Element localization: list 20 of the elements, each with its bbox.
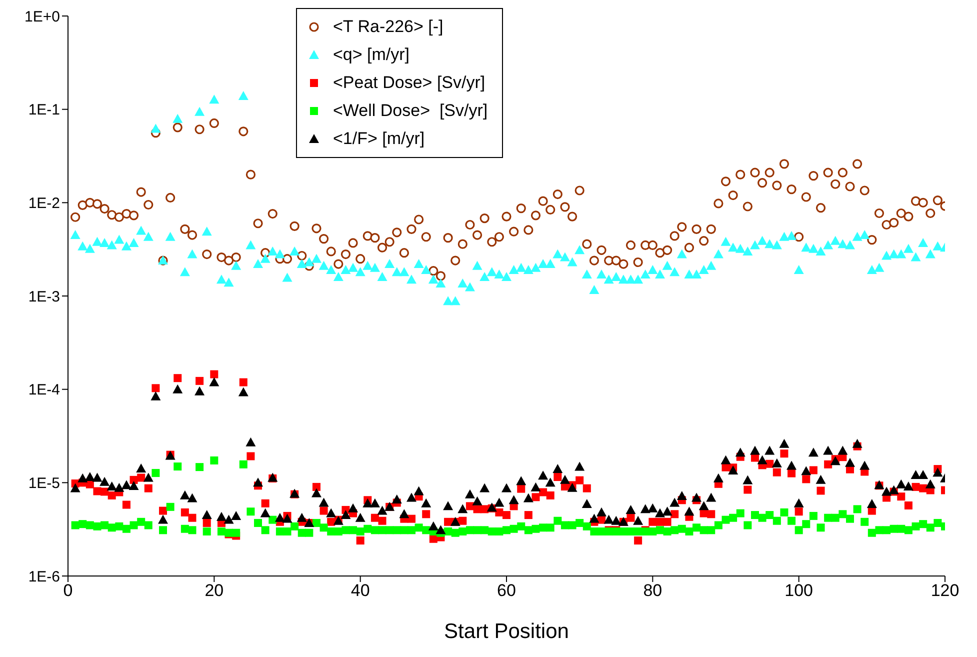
x-tick-label: 120 [930, 581, 960, 600]
y-tick-label: 1E+0 [24, 8, 60, 26]
y-tick-label: 1E-4 [28, 382, 60, 399]
x-tick-label: 40 [350, 581, 370, 600]
legend-label: <1/F> [m/yr] [333, 128, 425, 150]
legend-label: <Well Dose> [Sv/yr] [333, 100, 488, 122]
legend-label: <T Ra-226> [-] [333, 16, 444, 38]
x-tick-label: 0 [63, 581, 73, 600]
x-axis-title: Start Position [444, 620, 569, 643]
y-tick-label: 1E-1 [28, 102, 60, 119]
y-tick-label: 1E-6 [28, 568, 60, 586]
y-tick-label: 1E-5 [28, 474, 60, 492]
x-tick-label: 80 [643, 581, 662, 600]
legend-label: <q> [m/yr] [333, 44, 410, 66]
x-tick-label: 100 [784, 581, 814, 600]
y-tick-label: 1E-2 [28, 194, 60, 212]
y-tick-label: 1E-3 [28, 288, 60, 306]
legend-label: <Peat Dose> [Sv/yr] [333, 72, 486, 94]
x-tick-label: 60 [497, 581, 516, 600]
x-tick-label: 20 [204, 581, 224, 600]
